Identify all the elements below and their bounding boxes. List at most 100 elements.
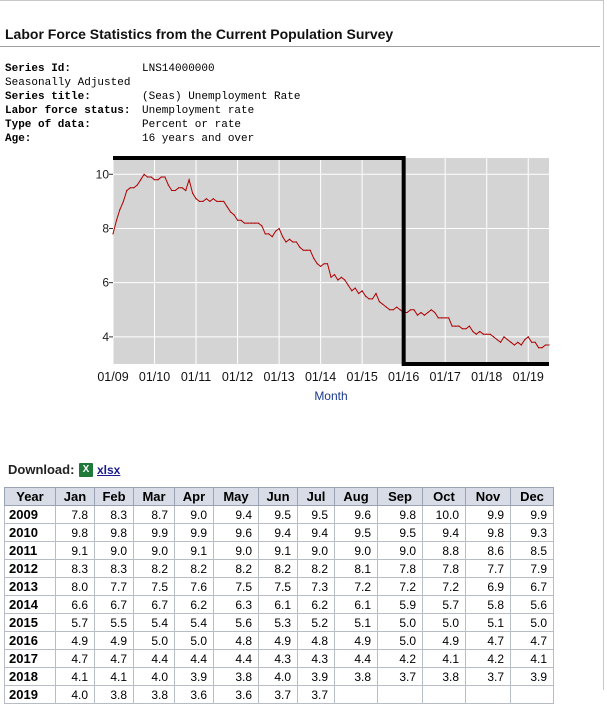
table-header-row: Year Jan Feb Mar Apr May Jun Jul Aug Sep Oct Nov Dec — [4, 487, 554, 506]
year-cell: 2012 — [4, 559, 56, 578]
series-info-value: 16 years and over — [142, 133, 255, 145]
data-point — [534, 341, 536, 343]
value-cell: 7.5 — [133, 577, 175, 596]
data-point — [174, 189, 176, 192]
value-cell: 4.0 — [55, 685, 95, 704]
y-tick-label: 8 — [102, 221, 109, 235]
data-point — [496, 339, 498, 341]
data-point — [461, 328, 464, 330]
value-cell: 9.0 — [334, 541, 378, 560]
data-point — [413, 309, 415, 311]
value-cell: 4.1 — [510, 649, 554, 668]
value-cell: 4.1 — [422, 649, 466, 668]
value-cell: 7.3 — [297, 577, 335, 596]
value-cell — [422, 685, 466, 704]
x-axis-label: Month — [314, 389, 347, 403]
data-point — [344, 279, 346, 281]
value-cell: 4.8 — [297, 631, 335, 650]
value-cell: 6.9 — [465, 577, 511, 596]
data-point — [333, 274, 336, 276]
y-tick-label: 4 — [102, 330, 109, 344]
data-point — [489, 333, 491, 335]
excel-icon[interactable]: X — [79, 463, 93, 477]
value-cell: 9.5 — [334, 523, 378, 542]
value-cell: 9.4 — [258, 523, 298, 542]
value-cell: 5.0 — [174, 631, 214, 650]
download-label: Download: — [8, 462, 75, 477]
data-point — [112, 233, 114, 235]
data-point — [209, 200, 211, 202]
data-point — [437, 317, 439, 319]
value-cell: 4.4 — [133, 649, 175, 668]
value-cell: 3.8 — [213, 667, 259, 686]
x-tick-label: 01/15 — [347, 370, 378, 384]
value-cell: 5.6 — [510, 595, 554, 614]
value-cell: 4.0 — [258, 667, 298, 686]
unemployment-line-chart: 4 6 8 10 01/09 01/10 01/11 01/12 01/13 01/14 01/15… — [96, 156, 550, 403]
value-cell: 9.4 — [213, 505, 259, 524]
data-point — [506, 339, 509, 341]
column-header: Oct — [422, 487, 466, 506]
value-cell: 7.6 — [174, 577, 214, 596]
data-point — [500, 341, 502, 343]
value-cell — [465, 685, 511, 704]
data-point — [219, 200, 221, 202]
y-tick-label: 10 — [96, 167, 110, 181]
series-info-key: Series title: — [5, 91, 91, 103]
year-cell: 2015 — [4, 613, 56, 632]
table-row: 2013 8.0 7.7 7.5 7.6 7.5 7.5 7.3 7.2 7.2 7.2 6.9 6.7 — [4, 577, 554, 596]
data-point — [226, 206, 228, 208]
value-cell: 9.0 — [174, 505, 214, 524]
data-point — [323, 263, 325, 265]
value-cell: 5.0 — [510, 613, 554, 632]
data-point — [119, 208, 121, 211]
data-point — [548, 344, 550, 346]
value-cell: 9.0 — [94, 541, 134, 560]
page-title: Labor Force Statistics from the Current … — [5, 26, 394, 42]
value-cell: 5.9 — [377, 595, 423, 614]
value-cell: 5.0 — [377, 613, 423, 632]
value-cell: 9.1 — [55, 541, 95, 560]
data-point — [520, 344, 522, 346]
data-point — [517, 341, 519, 343]
data-point — [261, 225, 263, 227]
value-cell: 9.9 — [174, 523, 214, 542]
value-cell: 9.8 — [55, 523, 95, 542]
table-row: 2018 4.1 4.1 4.0 3.9 3.8 4.0 3.9 3.8 3.7 3.8 3.7 3.9 — [4, 667, 554, 686]
data-point — [371, 298, 374, 300]
value-cell: 9.9 — [133, 523, 175, 542]
data-point — [441, 317, 443, 319]
value-cell: 3.8 — [422, 667, 466, 686]
value-cell: 5.0 — [422, 613, 466, 632]
value-cell: 5.5 — [94, 613, 134, 632]
value-cell: 8.2 — [297, 559, 335, 578]
value-cell: 8.8 — [422, 541, 466, 560]
value-cell: 4.3 — [297, 649, 335, 668]
data-point — [202, 200, 204, 202]
data-point — [250, 222, 252, 224]
data-point — [240, 219, 242, 221]
data-point — [510, 341, 512, 343]
data-point — [205, 198, 207, 200]
value-cell: 4.4 — [334, 649, 378, 668]
data-point — [458, 325, 460, 327]
value-cell: 9.5 — [258, 505, 298, 524]
value-cell: 9.5 — [377, 523, 423, 542]
x-tick-label: 01/17 — [430, 370, 461, 384]
value-cell: 8.2 — [213, 559, 259, 578]
download-xlsx-link[interactable]: xlsx — [97, 463, 121, 477]
data-point — [233, 214, 235, 216]
table-row: 2014 6.6 6.7 6.7 6.2 6.3 6.1 6.2 6.1 5.9 5.7 5.8 5.6 — [4, 595, 554, 614]
data-point — [143, 173, 145, 175]
data-point — [472, 330, 474, 333]
data-point — [230, 211, 232, 213]
title-divider — [0, 46, 600, 47]
value-cell: 3.9 — [174, 667, 214, 686]
data-point — [430, 309, 432, 311]
data-point — [455, 325, 457, 327]
value-cell: 3.7 — [377, 667, 423, 686]
data-point — [330, 276, 332, 278]
value-cell: 3.7 — [465, 667, 511, 686]
data-point — [275, 230, 277, 232]
table-row: 2015 5.7 5.5 5.4 5.4 5.6 5.3 5.2 5.1 5.0 5.0 5.1 5.0 — [4, 613, 554, 632]
